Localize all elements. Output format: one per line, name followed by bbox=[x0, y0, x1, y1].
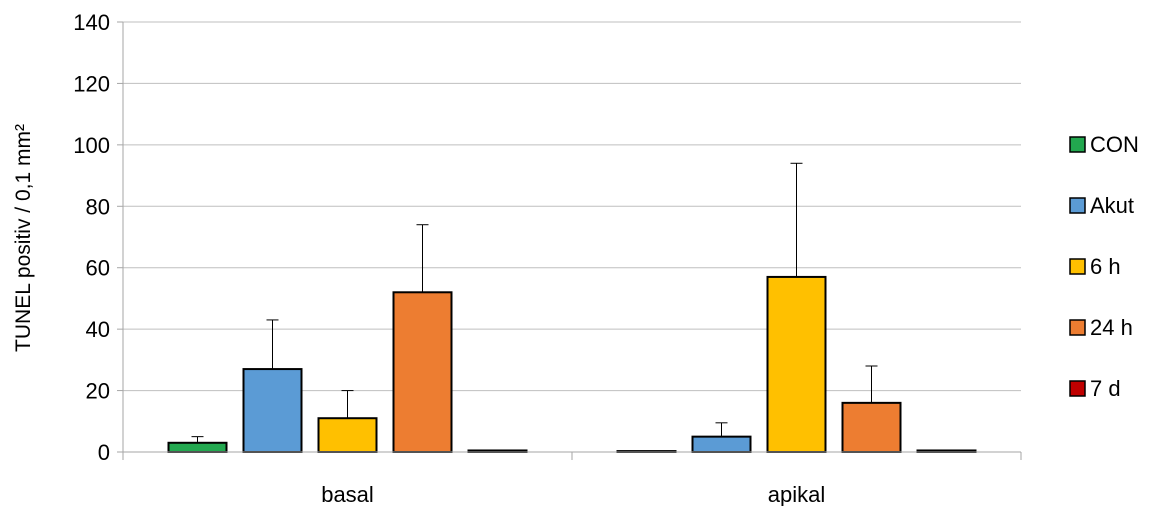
category-label: apikal bbox=[768, 482, 825, 506]
legend-swatch bbox=[1069, 197, 1086, 214]
bars bbox=[167, 275, 977, 454]
legend-label: Akut bbox=[1090, 193, 1134, 218]
bar bbox=[242, 368, 303, 454]
legend-swatch bbox=[1069, 136, 1086, 153]
y-tick-label: 0 bbox=[98, 440, 110, 465]
y-tick-label: 120 bbox=[73, 71, 110, 96]
x-axis-categories: basal apikal bbox=[321, 482, 825, 506]
legend-swatch bbox=[1069, 258, 1086, 275]
bar bbox=[691, 435, 752, 453]
bar bbox=[392, 291, 453, 453]
bar bbox=[167, 441, 228, 453]
bar bbox=[317, 417, 378, 454]
axes bbox=[122, 22, 1022, 460]
legend: CON Akut 6 h 24 h 7 d bbox=[1069, 132, 1139, 401]
legend-label: 24 h bbox=[1090, 315, 1133, 340]
legend-swatch bbox=[1069, 380, 1086, 397]
bar bbox=[766, 275, 827, 453]
y-axis-ticks: 0 20 40 60 80 100 120 140 bbox=[73, 10, 110, 465]
legend-label: 7 d bbox=[1090, 376, 1121, 401]
legend-label: 6 h bbox=[1090, 254, 1121, 279]
legend-swatch bbox=[1069, 319, 1086, 336]
y-tick-label: 80 bbox=[86, 194, 110, 219]
y-tick-label: 140 bbox=[73, 10, 110, 35]
y-tick-label: 60 bbox=[86, 256, 110, 281]
y-tick-label: 20 bbox=[86, 379, 110, 404]
error-bars bbox=[191, 162, 878, 443]
legend-label: CON bbox=[1090, 132, 1139, 157]
y-tick-label: 40 bbox=[86, 317, 110, 342]
y-axis-label: TUNEL positiv / 0,1 mm² bbox=[12, 124, 35, 352]
y-tick-label: 100 bbox=[73, 133, 110, 158]
bar bbox=[841, 401, 902, 454]
category-label: basal bbox=[321, 482, 374, 506]
